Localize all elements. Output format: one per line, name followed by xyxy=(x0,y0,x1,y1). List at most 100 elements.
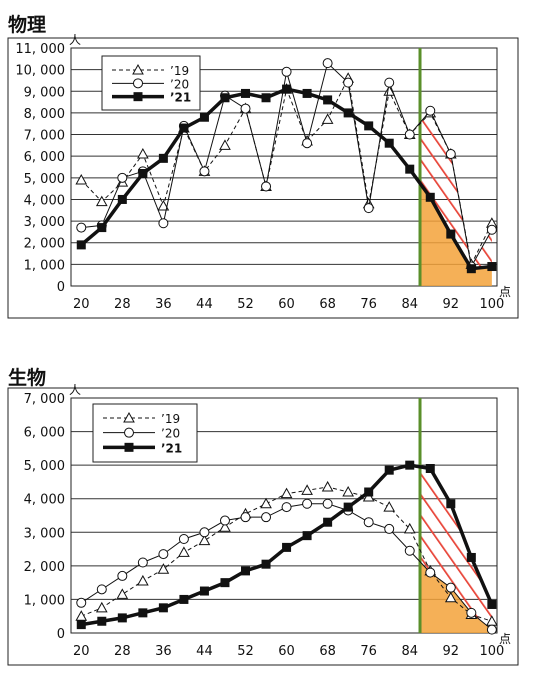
marker-triangle xyxy=(157,199,170,211)
x-tick-label: 60 xyxy=(278,644,295,659)
marker-triangle xyxy=(321,480,334,492)
marker-circle xyxy=(445,149,456,160)
marker-square xyxy=(220,578,230,588)
x-tick-label: 76 xyxy=(360,297,377,312)
marker-circle xyxy=(281,66,292,77)
marker-triangle xyxy=(137,147,149,159)
x-tick-label: 36 xyxy=(155,297,172,312)
marker-triangle xyxy=(75,610,88,621)
marker-square xyxy=(282,542,292,552)
marker-circle xyxy=(425,105,436,116)
marker-circle xyxy=(76,597,87,608)
legend-label-1: ’19 xyxy=(161,412,180,426)
y-tick-label: 3, 000 xyxy=(24,526,65,541)
x-tick-label: 28 xyxy=(114,297,131,312)
marker-circle xyxy=(363,517,374,528)
marker-triangle xyxy=(116,588,129,599)
chart-frame xyxy=(7,387,519,666)
x-tick-label: 36 xyxy=(155,644,172,659)
marker-square xyxy=(220,93,230,103)
y-tick-label: 9, 000 xyxy=(24,85,65,100)
y-unit-label: 人 xyxy=(69,383,81,397)
x-tick-label: 52 xyxy=(237,297,254,312)
marker-triangle xyxy=(260,497,272,509)
marker-triangle xyxy=(444,591,457,603)
marker-circle xyxy=(137,557,148,568)
y-tick-label: 5, 000 xyxy=(24,459,65,474)
plot-area xyxy=(70,397,498,634)
marker-square xyxy=(97,616,107,626)
marker-circle xyxy=(486,224,497,235)
marker-square xyxy=(384,138,394,148)
marker-triangle xyxy=(198,534,211,546)
marker-square xyxy=(384,465,394,475)
marker-circle xyxy=(322,58,333,69)
marker-triangle xyxy=(178,546,190,557)
marker-circle xyxy=(219,515,230,526)
marker-triangle xyxy=(403,522,416,534)
legend-marker-circle xyxy=(124,427,134,438)
x-tick-label: 100 xyxy=(479,297,504,312)
marker-square xyxy=(199,586,209,596)
marker-square xyxy=(261,559,271,569)
x-unit-label: 点 xyxy=(499,632,511,646)
marker-square xyxy=(241,88,251,98)
marker-square xyxy=(487,262,497,272)
y-tick-label: 6, 000 xyxy=(24,150,65,165)
y-tick-label: 2, 000 xyxy=(24,560,65,575)
marker-triangle xyxy=(321,113,334,124)
x-unit-label: 点 xyxy=(499,285,511,299)
marker-square xyxy=(117,194,127,204)
red-hatched-region xyxy=(420,466,492,630)
legend-marker-triangle xyxy=(132,63,144,75)
y-unit-label: 人 xyxy=(69,33,81,47)
x-tick-label: 68 xyxy=(319,297,336,312)
x-tick-label: 52 xyxy=(237,644,254,659)
chart-physics-block: 物理 0 1, 000 2, 000 3, 000 4, 000 5, 000 6, 000… xyxy=(0,0,533,322)
marker-square xyxy=(425,464,435,473)
x-tick-label: 100 xyxy=(479,644,504,659)
marker-square xyxy=(466,264,476,274)
marker-square xyxy=(343,108,353,118)
marker-triangle xyxy=(383,85,396,96)
legend-label-1: ’19 xyxy=(170,64,189,78)
marker-triangle xyxy=(362,491,375,502)
marker-circle xyxy=(322,498,333,509)
legend-marker-triangle xyxy=(123,411,135,423)
marker-circle xyxy=(117,172,128,183)
marker-triangle xyxy=(342,485,355,497)
marker-square xyxy=(241,566,251,576)
marker-square xyxy=(76,620,86,630)
y-tick-label: 3, 000 xyxy=(24,215,65,230)
chart-physics: 0 1, 000 2, 000 3, 000 4, 000 5, 000 6, 000 7, … xyxy=(7,33,519,319)
marker-square xyxy=(302,88,312,98)
marker-triangle xyxy=(137,574,149,586)
x-tick-label: 76 xyxy=(360,644,377,659)
plot-area xyxy=(70,47,498,287)
marker-square xyxy=(405,460,415,470)
x-tick-label: 84 xyxy=(401,644,418,659)
legend-label-2: ’20 xyxy=(170,77,189,91)
marker-circle xyxy=(158,218,169,229)
chart-frame xyxy=(7,37,519,319)
chart-physics-title: 物理 xyxy=(8,14,47,36)
marker-square xyxy=(405,164,415,174)
marker-square xyxy=(364,487,374,497)
marker-square xyxy=(158,153,168,163)
marker-circle xyxy=(178,534,189,544)
x-tick-label: 92 xyxy=(443,297,460,312)
marker-circle xyxy=(343,77,354,88)
marker-triangle xyxy=(95,601,108,613)
y-tick-label: 4, 000 xyxy=(24,493,65,508)
y-tick-label: 10, 000 xyxy=(15,64,65,79)
marker-circle xyxy=(425,567,436,578)
marker-square xyxy=(117,613,127,623)
marker-square xyxy=(76,240,86,250)
y-tick-label: 4, 000 xyxy=(24,193,65,208)
marker-square xyxy=(323,95,333,105)
marker-square xyxy=(466,552,476,562)
marker-square xyxy=(261,93,271,103)
marker-square xyxy=(138,608,148,618)
